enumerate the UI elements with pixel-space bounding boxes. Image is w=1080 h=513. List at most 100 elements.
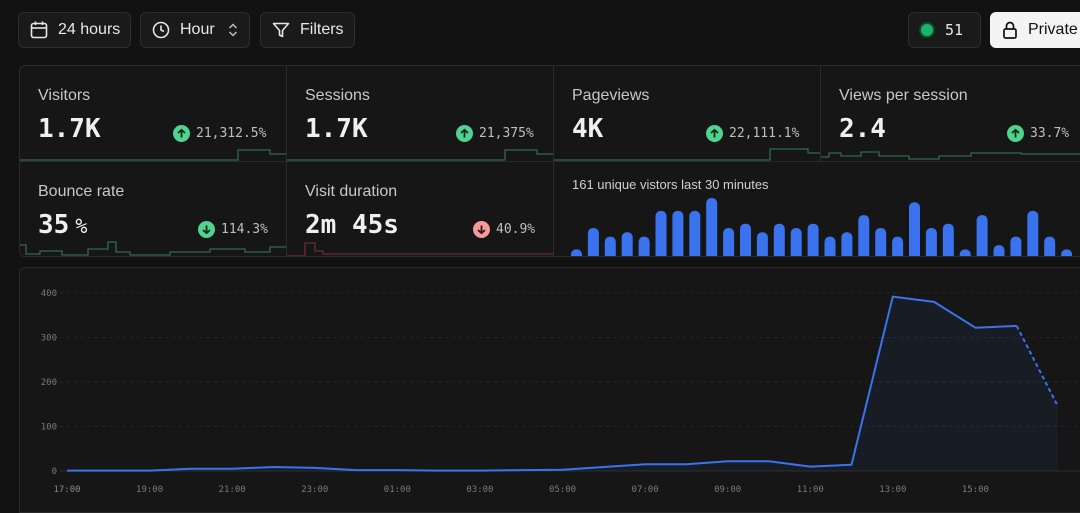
sessions-sparkline xyxy=(287,149,553,161)
lock-icon xyxy=(1001,20,1019,40)
series-line-incomplete xyxy=(1015,325,1059,407)
y-tick-label: 300 xyxy=(41,334,57,344)
realtime-bar xyxy=(993,245,1005,256)
realtime-bar xyxy=(638,236,650,256)
live-visitors-indicator[interactable]: 51 xyxy=(908,12,981,48)
interval-select[interactable]: Hour xyxy=(140,12,250,48)
bounce-rate-sparkline xyxy=(20,241,286,256)
x-tick-label: 13:00 xyxy=(879,485,906,495)
x-tick-label: 07:00 xyxy=(632,485,659,495)
realtime-bar xyxy=(942,223,954,256)
realtime-bar xyxy=(1061,249,1073,256)
realtime-bar xyxy=(706,198,718,256)
stat-label: Views per session xyxy=(839,87,968,104)
x-tick-label: 09:00 xyxy=(714,485,741,495)
realtime-bar xyxy=(621,232,633,256)
visibility-label: Private xyxy=(1028,21,1078,38)
stat-delta: 21,375% xyxy=(456,125,534,142)
realtime-bar xyxy=(790,228,802,256)
arrow-down-icon xyxy=(198,221,215,238)
realtime-visitors-panel: 161 unique vistors last 30 minutes xyxy=(554,162,1080,256)
x-tick-label: 19:00 xyxy=(136,485,163,495)
x-tick-label: 01:00 xyxy=(384,485,411,495)
x-tick-label: 15:00 xyxy=(962,485,989,495)
realtime-bar xyxy=(723,228,735,256)
stat-label: Visit duration xyxy=(305,183,398,200)
realtime-bar xyxy=(959,249,971,256)
calendar-icon xyxy=(29,20,49,40)
chevron-up-down-icon xyxy=(227,21,239,39)
y-tick-label: 400 xyxy=(41,289,57,299)
x-tick-label: 11:00 xyxy=(797,485,824,495)
filters-button[interactable]: Filters xyxy=(260,12,355,48)
stat-value: 1.7K xyxy=(305,114,368,144)
realtime-bar xyxy=(740,223,751,256)
x-tick-label: 17:00 xyxy=(53,485,80,495)
realtime-bar xyxy=(672,210,684,256)
stat-value: 2.4 xyxy=(839,114,886,144)
filters-label: Filters xyxy=(300,21,344,38)
x-tick-label: 21:00 xyxy=(219,485,246,495)
live-visitors-count: 51 xyxy=(945,21,964,39)
y-tick-label: 100 xyxy=(41,423,57,433)
stat-card-views-per-session[interactable]: Views per session 2.4 33.7% xyxy=(821,66,1080,162)
x-tick-label: 17:00 xyxy=(53,485,80,495)
series-area xyxy=(67,296,1058,471)
date-range-button[interactable]: 24 hours xyxy=(18,12,132,48)
arrow-up-icon xyxy=(1007,125,1024,142)
visitors-timeseries-chart: 0 100 200 300 400 17:00 19:00 21:00 23:00 01:00 03… xyxy=(19,267,1080,513)
stat-delta: 33.7% xyxy=(1007,125,1069,142)
realtime-bar xyxy=(587,228,599,256)
stat-value: 2m 45s xyxy=(305,210,399,240)
date-range-label: 24 hours xyxy=(58,21,121,38)
realtime-bar xyxy=(689,210,701,256)
series-line xyxy=(67,295,1017,472)
clock-icon xyxy=(151,20,171,40)
stat-delta: 40.9% xyxy=(473,221,535,238)
visitors-sparkline xyxy=(20,149,286,161)
stat-card-pageviews[interactable]: Pageviews 4K 22,111.1% xyxy=(554,66,821,162)
stat-card-visitors[interactable]: Visitors 1.7K 21,312.5% xyxy=(20,66,287,162)
realtime-bar xyxy=(807,223,819,256)
timeseries-svg: 0 100 200 300 400 17:00 19:00 21:00 23:00 01:00 03… xyxy=(41,289,1080,495)
realtime-bar xyxy=(1044,236,1056,256)
stat-label: Sessions xyxy=(305,87,370,104)
stat-delta: 22,111.1% xyxy=(706,125,799,142)
stat-card-visit-duration[interactable]: Visit duration 2m 45s 40.9% xyxy=(287,162,554,256)
stat-value: 1.7K xyxy=(38,114,101,144)
stat-card-sessions[interactable]: Sessions 1.7K 21,375% xyxy=(287,66,554,162)
filter-icon xyxy=(271,20,291,40)
stat-card-bounce-rate[interactable]: Bounce rate 35% 114.3% xyxy=(20,162,287,256)
stat-delta: 21,312.5% xyxy=(173,125,266,142)
realtime-bar xyxy=(655,210,667,256)
stat-label: Pageviews xyxy=(572,87,650,104)
realtime-bar xyxy=(925,228,937,256)
realtime-bar xyxy=(909,202,920,256)
stats-grid: Visitors 1.7K 21,312.5% Sessions 1.7K 21… xyxy=(19,65,1080,257)
arrow-up-icon xyxy=(706,125,723,142)
stat-value: 4K xyxy=(572,114,604,144)
realtime-bar xyxy=(604,236,616,256)
x-tick-label: 03:00 xyxy=(466,485,493,495)
realtime-title: 161 unique vistors last 30 minutes xyxy=(572,177,769,192)
arrow-up-icon xyxy=(456,125,473,142)
realtime-bar xyxy=(756,232,768,256)
realtime-bar xyxy=(824,236,836,256)
realtime-bar xyxy=(976,215,988,256)
stat-label: Bounce rate xyxy=(38,183,125,200)
y-tick-label: 0 xyxy=(52,467,57,477)
live-status-icon xyxy=(919,22,935,38)
pageviews-sparkline xyxy=(554,148,820,161)
realtime-bar xyxy=(571,249,582,256)
arrow-down-icon xyxy=(473,221,490,238)
x-tick-label: 23:00 xyxy=(301,485,328,495)
realtime-bar xyxy=(1010,236,1022,256)
x-tick-label: 05:00 xyxy=(549,485,576,495)
realtime-bars-chart xyxy=(571,198,1073,256)
realtime-bar xyxy=(773,223,785,256)
stat-label: Visitors xyxy=(38,87,91,104)
visibility-button[interactable]: Private xyxy=(990,12,1080,48)
realtime-bar xyxy=(875,228,887,256)
arrow-up-icon xyxy=(173,125,190,142)
realtime-bar xyxy=(858,215,870,256)
